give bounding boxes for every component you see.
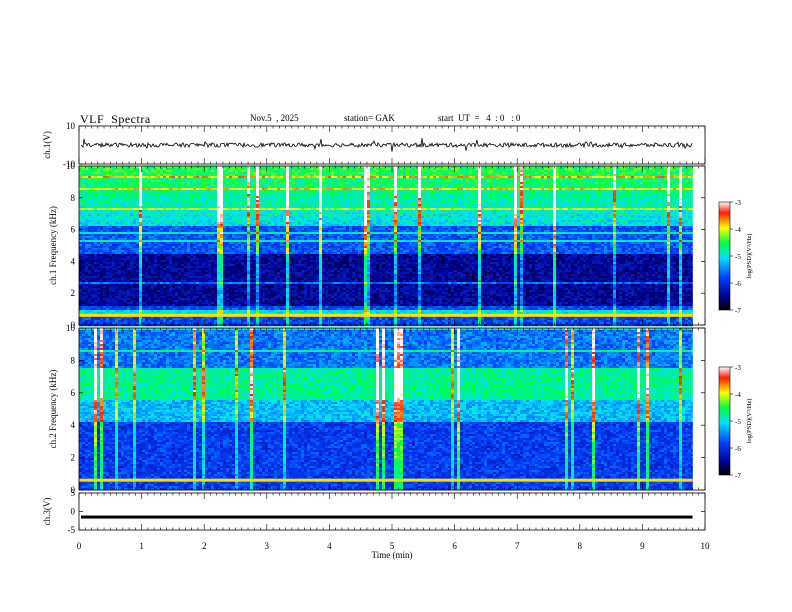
colorbar-tick-label: -4: [735, 391, 741, 399]
x-tick-label: 2: [202, 541, 207, 551]
x-tick-label: 0: [77, 541, 82, 551]
y-tick-label: 8: [71, 193, 76, 203]
spectrogram-cells: [79, 166, 693, 326]
x-tick-label: 10: [701, 541, 711, 551]
y-axis-label: ch.1(V): [42, 131, 52, 159]
y-axis-label: ch.1 Frequency (kHz): [48, 206, 58, 285]
spectrogram-band: [79, 479, 692, 482]
y-tick-label: 4: [71, 256, 76, 266]
x-tick-label: 7: [515, 541, 520, 551]
y-tick-label: 2: [71, 453, 76, 463]
spectrogram-band: [79, 314, 692, 317]
colorbar-tick-label: -7: [735, 307, 741, 315]
x-axis-label: Time (min): [372, 550, 413, 560]
y-tick-label: 0: [71, 507, 76, 517]
x-tick-label: 9: [640, 541, 645, 551]
colorbar-tick-label: -3: [735, 364, 741, 372]
y-tick-label: 6: [71, 388, 76, 398]
y-tick-label: 10: [66, 121, 76, 131]
y-tick-label: 8: [71, 355, 76, 365]
colorbar-tick-label: -7: [735, 472, 741, 480]
x-tick-label: 4: [327, 541, 332, 551]
y-tick-label: -5: [68, 525, 76, 535]
ch1-waveform-trace: [81, 138, 692, 152]
colorbar-tick-label: -5: [735, 418, 741, 426]
spectrogram-cells: [79, 328, 693, 490]
colorbar-tick-label: -4: [735, 226, 741, 234]
y-tick-label: 4: [71, 420, 76, 430]
x-tick-label: 8: [578, 541, 583, 551]
colorbar-label: log(PSD)(V²/Hz): [746, 234, 753, 279]
y-tick-label: 5: [71, 488, 76, 498]
colorbar-tick-label: -5: [735, 253, 741, 261]
colorbar-tick-label: -3: [735, 199, 741, 207]
colorbar: [719, 202, 730, 310]
x-tick-label: 1: [139, 541, 144, 551]
y-tick-label: 2: [71, 288, 76, 298]
ch3-waveform-trace: [81, 516, 692, 519]
colorbar: [719, 367, 730, 475]
y-tick-label: 6: [71, 225, 76, 235]
colorbar-tick-label: -6: [735, 445, 741, 453]
x-tick-label: 6: [452, 541, 457, 551]
y-axis-label: ch.2 Frequency (kHz): [48, 370, 58, 449]
y-axis-label: ch.3(V): [42, 498, 52, 526]
colorbar-tick-label: -6: [735, 280, 741, 288]
colorbar-label: log(PSD)(V²/Hz): [746, 399, 753, 444]
y-tick-label: 10: [66, 161, 76, 171]
y-tick-label: 10: [66, 323, 76, 333]
x-tick-label: 3: [265, 541, 270, 551]
